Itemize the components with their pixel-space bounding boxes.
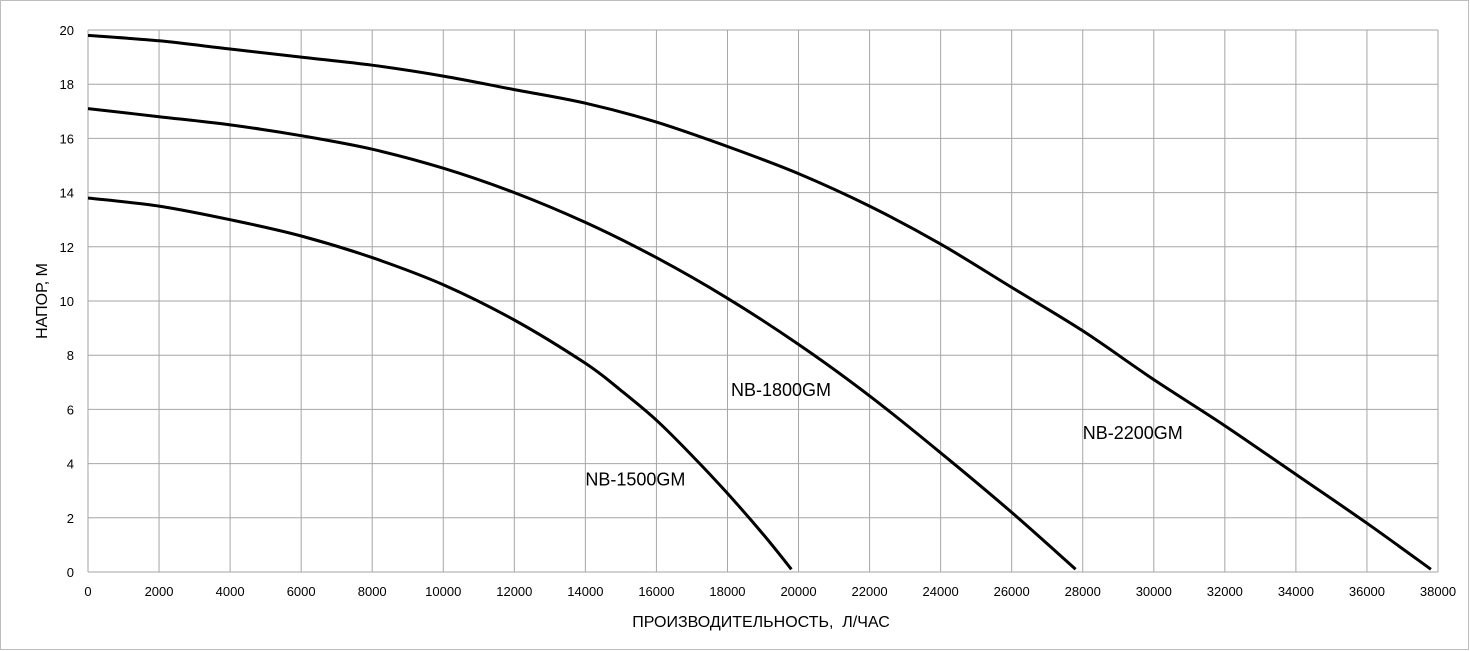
- y-tick-label: 16: [60, 131, 74, 146]
- x-tick-label: 28000: [1065, 584, 1101, 599]
- x-axis-title: ПРОИЗВОДИТЕЛЬНОСТЬ, Л/ЧАС: [632, 614, 890, 631]
- series-layer: [87, 33, 1432, 571]
- x-tick-label: 16000: [638, 584, 674, 599]
- x-tick-labels: 0 2000 4000 6000 8000 10000 12000 14000 16000 180…: [84, 584, 1456, 599]
- y-tick-label: 20: [60, 23, 74, 38]
- y-tick-labels: 0 2 4 6 8 10 12 14 16 18 20: [60, 23, 74, 580]
- x-tick-label: 30000: [1136, 584, 1172, 599]
- x-tick-label: 14000: [567, 584, 603, 599]
- x-tick-label: 32000: [1207, 584, 1243, 599]
- y-tick-label: 14: [60, 186, 74, 201]
- x-tick-label: 6000: [287, 584, 316, 599]
- series-line-nb-1500gm: [87, 196, 793, 571]
- y-axis-title: НАПОР, М: [34, 263, 51, 339]
- x-tick-label: 8000: [358, 584, 387, 599]
- x-tick-label: 20000: [780, 584, 816, 599]
- y-tick-label: 12: [60, 240, 74, 255]
- y-tick-label: 8: [67, 348, 74, 363]
- x-tick-label: 22000: [852, 584, 888, 599]
- y-tick-label: 6: [67, 402, 74, 417]
- x-tick-label: 34000: [1278, 584, 1314, 599]
- y-tick-label: 10: [60, 294, 74, 309]
- y-tick-label: 0: [67, 565, 74, 580]
- x-tick-label: 4000: [216, 584, 245, 599]
- series-line-nb-2200gm: [87, 33, 1432, 571]
- x-tick-label: 26000: [994, 584, 1030, 599]
- series-label: NB-1800GM: [731, 380, 831, 400]
- y-tick-label: 2: [67, 511, 74, 526]
- x-tick-label: 36000: [1349, 584, 1385, 599]
- x-tick-label: 38000: [1420, 584, 1456, 599]
- series-label: NB-1500GM: [585, 469, 685, 489]
- grid-layer: [87, 29, 1439, 573]
- x-tick-label: 24000: [923, 584, 959, 599]
- x-tick-label: 10000: [425, 584, 461, 599]
- series-line-nb-1800gm: [87, 107, 1077, 571]
- x-tick-label: 18000: [709, 584, 745, 599]
- series-labels: NB-1500GM NB-1800GM NB-2200GM: [585, 380, 1182, 489]
- y-tick-label: 4: [67, 457, 74, 472]
- x-tick-label: 12000: [496, 584, 532, 599]
- x-tick-label: 0: [84, 584, 91, 599]
- x-tick-label: 2000: [145, 584, 174, 599]
- y-tick-label: 18: [60, 77, 74, 92]
- series-label: NB-2200GM: [1083, 423, 1183, 443]
